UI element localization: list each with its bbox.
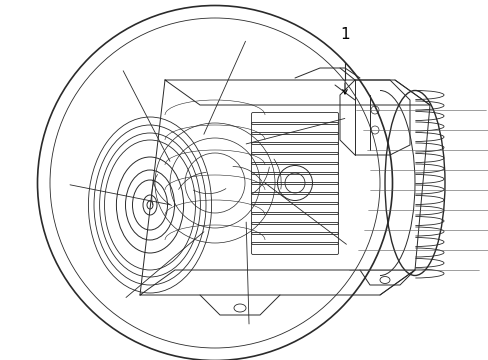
- Text: 1: 1: [340, 27, 349, 42]
